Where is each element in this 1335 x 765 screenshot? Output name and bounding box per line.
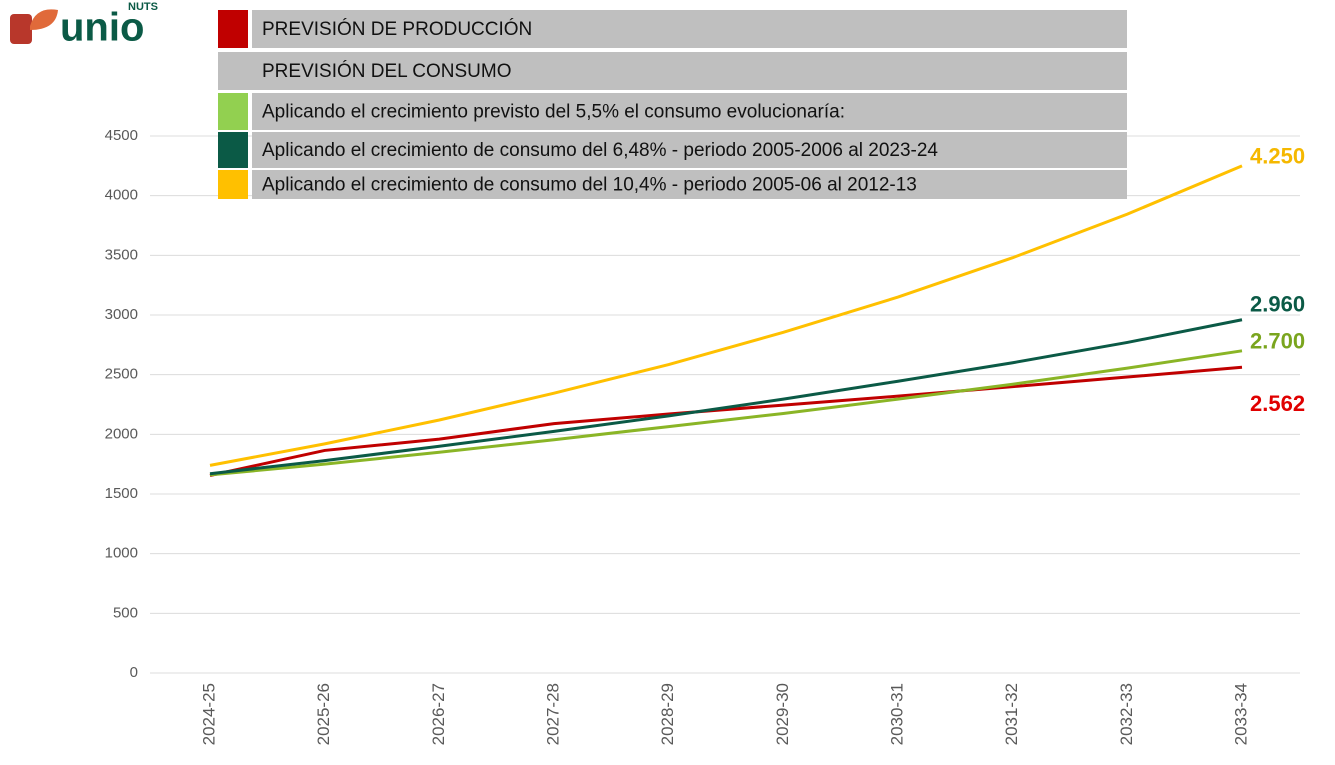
series-line: [209, 318, 1243, 476]
legend-swatch: [218, 10, 248, 48]
legend-row: [252, 132, 1127, 168]
data-label: 4.250: [1250, 144, 1305, 169]
x-tick-label: 2031-32: [1002, 683, 1021, 745]
x-tick-label: 2032-33: [1117, 683, 1136, 745]
legend-swatch: [218, 170, 248, 199]
y-tick-label: 2500: [105, 366, 138, 383]
y-tick-label: 4500: [105, 127, 138, 144]
legend-heading: PREVISIÓN DEL CONSUMO: [262, 60, 512, 82]
legend-swatch: [218, 132, 248, 168]
y-tick-label: 4000: [105, 187, 138, 204]
legend-label: Aplicando el crecimiento de consumo del …: [262, 175, 917, 196]
data-label: 2.960: [1250, 292, 1305, 317]
logo-text: unio: [60, 6, 144, 50]
legend-label: Aplicando el crecimiento previsto del 5,…: [262, 102, 845, 123]
x-tick-label: 2025-26: [314, 683, 333, 745]
legend-row: [252, 10, 1127, 48]
y-tick-label: 3000: [105, 306, 138, 323]
x-tick-label: 2024-25: [199, 683, 218, 745]
logo: unio NUTS: [10, 1, 158, 50]
y-tick-label: 0: [130, 664, 138, 681]
logo-icon: [10, 14, 32, 44]
y-tick-label: 500: [113, 604, 138, 621]
legend-label: Aplicando el crecimiento de consumo del …: [262, 140, 938, 161]
x-tick-label: 2027-28: [543, 683, 562, 745]
x-tick-label: 2030-31: [887, 683, 906, 745]
legend-heading-row: [218, 52, 1127, 90]
x-tick-label: 2026-27: [429, 683, 448, 745]
y-tick-label: 1500: [105, 485, 138, 502]
logo-leaf: [30, 9, 58, 30]
data-label: 2.700: [1250, 329, 1305, 354]
data-label: 2.562: [1250, 391, 1305, 416]
y-tick-label: 1000: [105, 545, 138, 562]
legend-row: [252, 170, 1127, 199]
x-tick-label: 2029-30: [773, 683, 792, 745]
legend-label: PREVISIÓN DE PRODUCCIÓN: [262, 18, 532, 40]
x-tick-label: 2028-29: [658, 683, 677, 745]
y-tick-label: 2000: [105, 425, 138, 442]
y-tick-label: 3500: [105, 246, 138, 263]
x-tick-label: 2033-34: [1231, 683, 1250, 745]
logo-superscript: NUTS: [128, 1, 158, 13]
series-line: [209, 164, 1243, 467]
legend: PREVISIÓN DE PRODUCCIÓN Aplicando el crec…: [218, 10, 1127, 199]
legend-row: [252, 93, 1127, 130]
series-line: [209, 365, 1243, 477]
legend-swatch: [218, 93, 248, 130]
series-line: [209, 349, 1243, 477]
